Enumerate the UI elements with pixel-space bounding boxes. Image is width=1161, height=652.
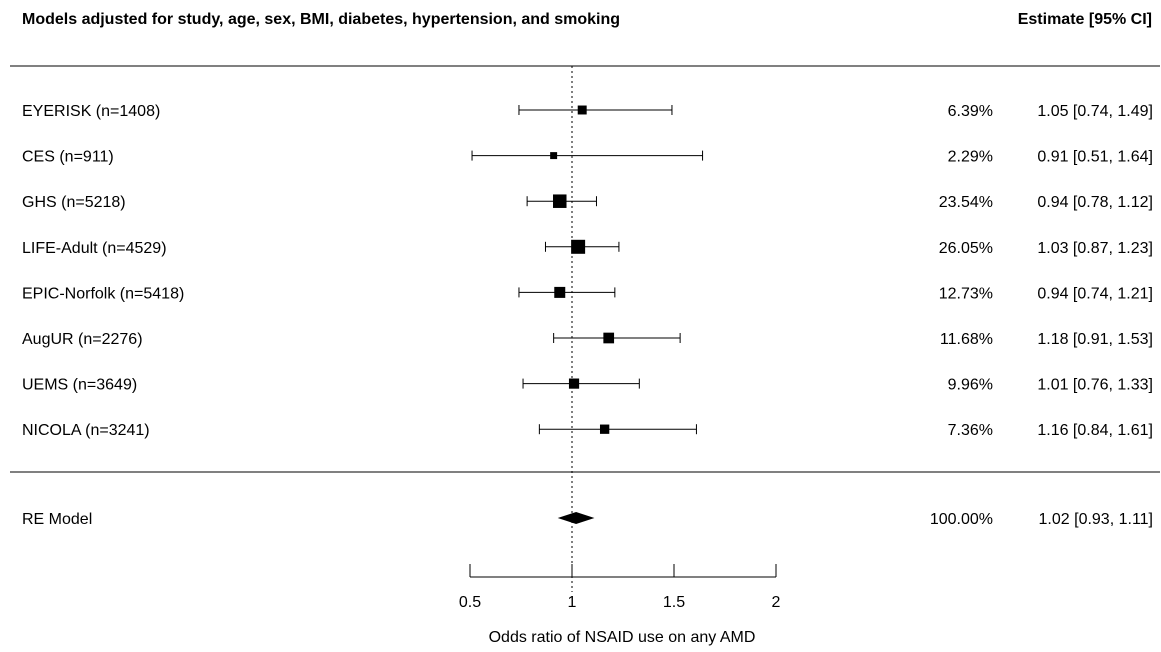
estimate-ci-value: 1.03 [0.87, 1.23] (1037, 240, 1153, 257)
point-estimate-marker (550, 152, 558, 160)
point-estimate-marker (553, 194, 567, 208)
weight-value: 2.29% (948, 149, 993, 166)
header-estimate: Estimate [95% CI] (1018, 11, 1152, 28)
point-estimate-marker (571, 239, 586, 254)
weight-value: 23.54% (939, 194, 993, 211)
header-title: Models adjusted for study, age, sex, BMI… (22, 11, 620, 28)
summary-row: RE Model 100.00% 1.02 [0.93, 1.11] (22, 511, 1153, 528)
study-label: NICOLA (n=3241) (22, 422, 150, 439)
x-axis-title: Odds ratio of NSAID use on any AMD (489, 629, 756, 646)
study-row: EYERISK (n=1408) 6.39% 1.05 [0.74, 1.49] (22, 103, 1153, 120)
study-row: GHS (n=5218) 23.54% 0.94 [0.78, 1.12] (22, 194, 1153, 211)
study-label: EYERISK (n=1408) (22, 103, 160, 120)
weight-value: 7.36% (948, 422, 993, 439)
weight-value: 9.96% (948, 377, 993, 394)
study-row: NICOLA (n=3241) 7.36% 1.16 [0.84, 1.61] (22, 422, 1153, 439)
study-row: LIFE-Adult (n=4529) 26.05% 1.03 [0.87, 1.2… (22, 239, 1153, 257)
study-label: EPIC-Norfolk (n=5418) (22, 285, 184, 302)
point-estimate-marker (568, 378, 580, 389)
x-axis: 0.5 1 1.5 2 (459, 564, 781, 611)
estimate-ci-value: 0.91 [0.51, 1.64] (1037, 149, 1153, 166)
x-tick-label: 2 (772, 594, 781, 611)
x-tick-label: 1.5 (663, 594, 685, 611)
estimate-ci-value: 1.18 [0.91, 1.53] (1037, 331, 1153, 348)
weight-value: 26.05% (939, 240, 993, 257)
study-label: LIFE-Adult (n=4529) (22, 240, 167, 257)
weight-value: 11.68% (940, 331, 993, 348)
weight-value: 6.39% (948, 103, 993, 120)
study-label: AugUR (n=2276) (22, 331, 143, 348)
point-estimate-marker (599, 424, 610, 434)
point-estimate-marker (577, 105, 587, 115)
estimate-ci-value: 0.94 [0.78, 1.12] (1037, 194, 1153, 211)
weight-value: 12.73% (939, 285, 993, 302)
study-rows: EYERISK (n=1408) 6.39% 1.05 [0.74, 1.49] CE… (22, 103, 1153, 439)
summary-label: RE Model (22, 511, 92, 528)
study-label: CES (n=911) (22, 149, 114, 166)
estimate-ci-value: 1.01 [0.76, 1.33] (1037, 377, 1153, 394)
study-label: GHS (n=5218) (22, 194, 126, 211)
point-estimate-marker (603, 332, 615, 344)
x-tick-label: 1 (568, 594, 577, 611)
study-row: AugUR (n=2276) 11.68% 1.18 [0.91, 1.53] (22, 331, 1153, 348)
estimate-ci-value: 1.16 [0.84, 1.61] (1037, 422, 1153, 439)
study-row: CES (n=911) 2.29% 0.91 [0.51, 1.64] (22, 149, 1153, 166)
summary-diamond (557, 512, 595, 524)
estimate-ci-value: 0.94 [0.74, 1.21] (1037, 285, 1153, 302)
x-tick-label: 0.5 (459, 594, 481, 611)
study-row: EPIC-Norfolk (n=5418) 12.73% 0.94 [0.74, 1… (22, 285, 1153, 302)
summary-weight-value: 100.00% (930, 511, 993, 528)
estimate-ci-value: 1.05 [0.74, 1.49] (1037, 103, 1153, 120)
study-label: UEMS (n=3649) (22, 377, 137, 394)
study-row: UEMS (n=3649) 9.96% 1.01 [0.76, 1.33] (22, 377, 1153, 394)
point-estimate-marker (554, 286, 566, 298)
summary-ci-value: 1.02 [0.93, 1.11] (1039, 511, 1153, 528)
